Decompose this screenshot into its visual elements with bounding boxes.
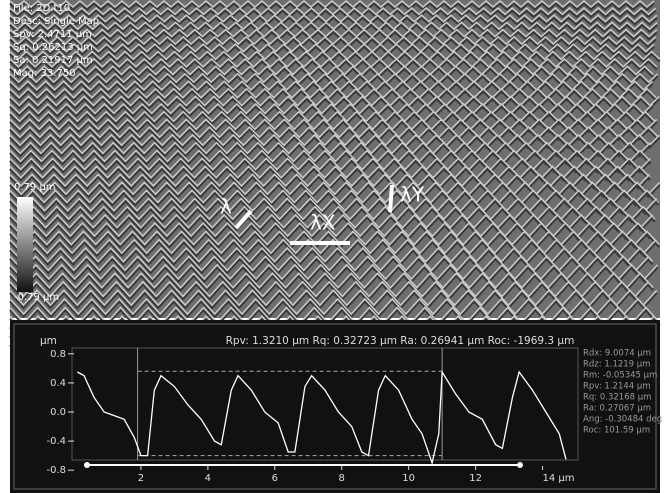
info-line: File: 2D.t10	[13, 3, 70, 14]
scale-max: 0.79 µm	[14, 182, 56, 193]
stat-line: Ang: -0.30484 deg	[583, 415, 662, 425]
y-tick-label: -0.8	[46, 465, 66, 476]
x-tick-label: 4	[205, 473, 211, 484]
x-tick-label: 8	[339, 473, 345, 484]
lambda-y-label: λY	[400, 183, 425, 207]
x-tick-label: 10	[402, 473, 415, 484]
stat-line: Rdz: 1.1219 µm	[583, 360, 650, 370]
stat-line: Rdx: 9.0074 µm	[583, 349, 651, 359]
info-line: Desc: Single Map	[13, 16, 99, 27]
info-line: Spv: 2.4711 µm	[13, 29, 92, 40]
slider-handle[interactable]	[84, 462, 90, 468]
lambda-x-label: λX	[310, 211, 336, 235]
profile-title: Rpv: 1.3210 µm Rq: 0.32723 µm Ra: 0.2694…	[226, 335, 575, 347]
stat-line: Ra: 0.27067 µm	[583, 404, 651, 414]
y-tick-label: 0.4	[50, 378, 66, 389]
stat-line: Rpv: 1.2144 µm	[583, 382, 651, 392]
x-tick-label: 14 µm	[543, 473, 575, 484]
screenshot: Rpv: 1.3210 µm Rq: 0.32723 µm Ra: 0.2694…	[0, 0, 665, 493]
slider-handle[interactable]	[517, 462, 523, 468]
x-tick-label: 6	[272, 473, 278, 484]
info-line: Sa: 0.21917 µm	[13, 55, 93, 66]
stat-line: Rm: -0.05345 µm	[583, 371, 657, 381]
lambda-label: λ	[220, 195, 232, 219]
stat-line: Roc: 101.59 µm	[583, 426, 650, 436]
scale-min: -0.79 µm	[14, 292, 59, 303]
info-line: Sq: 0.26213 µm	[13, 42, 93, 53]
info-line: Mag: 33.750	[13, 68, 76, 79]
y-axis-label: µm	[40, 335, 57, 347]
x-tick-label: 2	[138, 473, 144, 484]
y-tick-label: 0.8	[50, 349, 66, 360]
color-bar	[17, 197, 33, 292]
stat-line: Rq: 0.32168 µm	[583, 393, 651, 403]
lambda-y-marker	[390, 185, 392, 212]
y-tick-label: 0.0	[50, 407, 66, 418]
y-tick-label: -0.4	[46, 436, 66, 447]
x-tick-label: 12	[469, 473, 482, 484]
